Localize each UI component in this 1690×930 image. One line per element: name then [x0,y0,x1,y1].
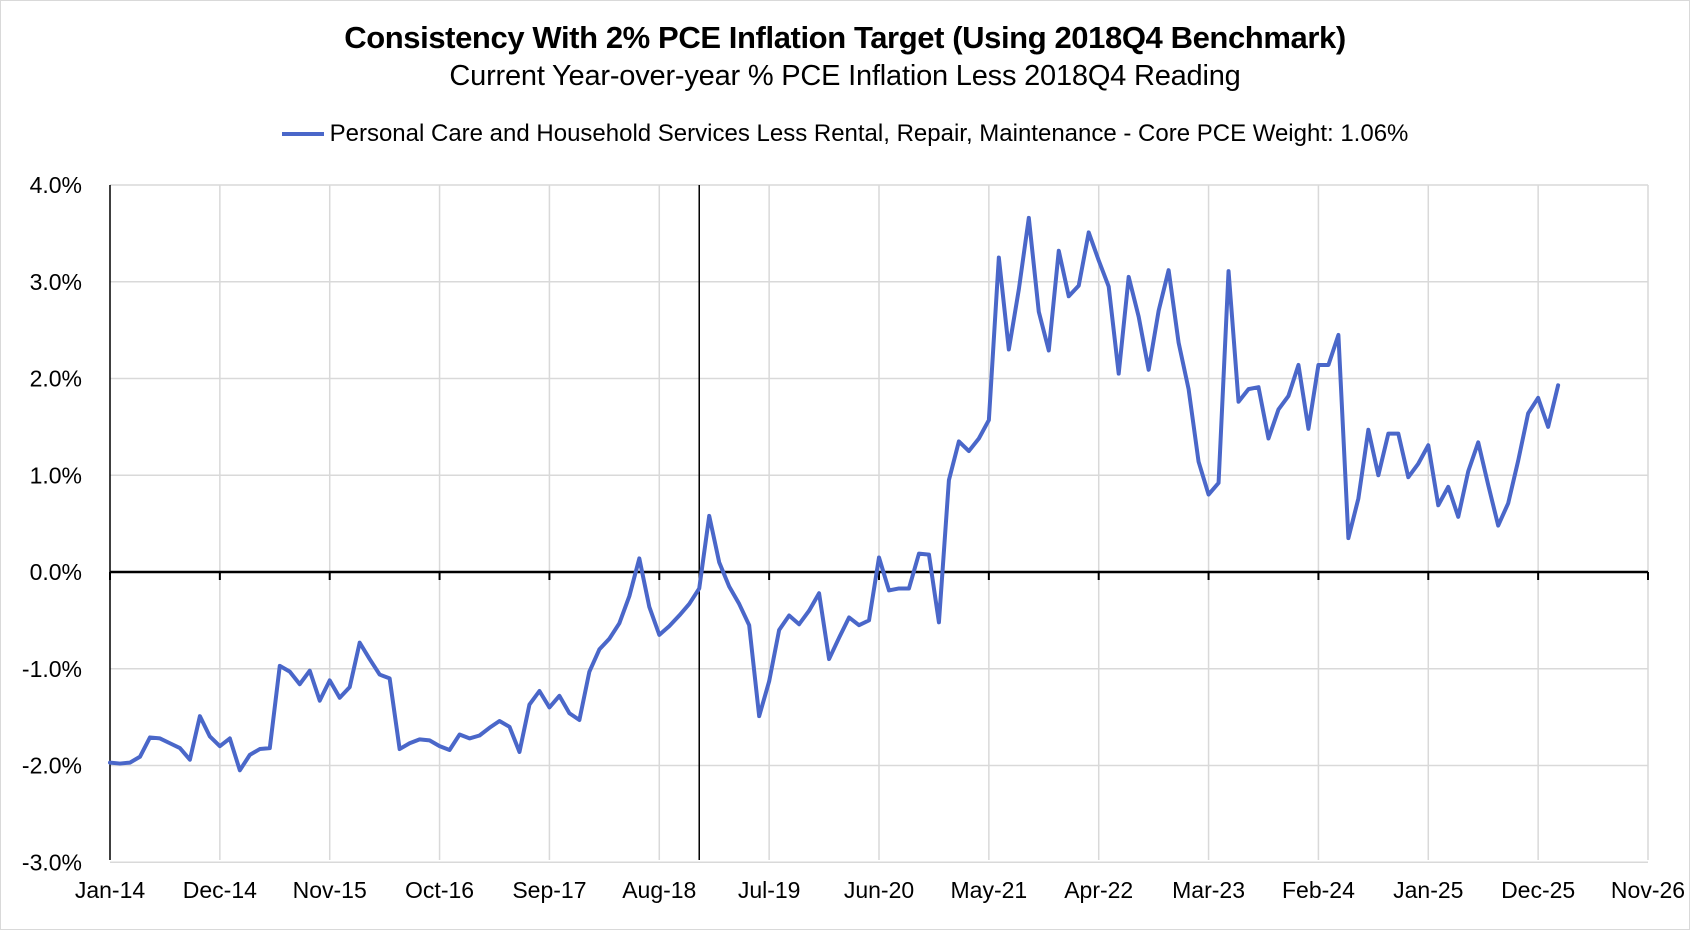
x-tick-label: Jul-19 [738,877,801,903]
legend-swatch [281,132,324,136]
x-tick-label: Apr-22 [1064,877,1133,903]
x-tick-label: Sep-17 [512,877,586,903]
y-tick-label: 1.0% [30,462,82,488]
series-line [108,215,1561,773]
chart-legend: Personal Care and Household Services Les… [0,120,1690,148]
x-tick-label: Dec-25 [1501,877,1575,903]
y-tick-label: 2.0% [30,366,82,392]
x-tick-label: Nov-15 [293,877,367,903]
y-tick-label: -1.0% [22,656,82,682]
x-tick-label: Nov-26 [1611,877,1685,903]
x-tick-label: Jun-20 [844,877,914,903]
x-tick-label: Feb-24 [1282,877,1355,903]
y-tick-labels: 4.0% 3.0% 2.0% 1.0% 0.0% -1.0% -2.0% -3.0% [22,172,82,875]
chart-subtitle: Current Year-over-year % PCE Inflation L… [449,60,1241,92]
y-tick-label: -2.0% [22,753,82,779]
x-tick-label: Mar-23 [1172,877,1245,903]
y-tick-label: 4.0% [30,172,82,198]
legend-label: Personal Care and Household Services Les… [329,120,1409,147]
chart-title: Consistency With 2% PCE Inflation Target… [344,20,1346,55]
x-tick-label: May-21 [951,877,1028,903]
horizontal-gridlines [110,184,1648,863]
y-tick-label: 3.0% [30,269,82,295]
x-tick-label: Aug-18 [622,877,696,903]
x-tick-labels: Jan-14 Dec-14 Nov-15 Oct-16 Sep-17 Aug-18 Jul-… [75,877,1685,903]
series-group [108,215,1561,773]
x-tick-label: Jan-14 [75,877,146,903]
vertical-gridlines [219,185,1649,860]
y-tick-label: 0.0% [30,559,82,585]
axes [109,185,1649,860]
x-tick-label: Jan-25 [1393,877,1463,903]
x-tick-label: Oct-16 [405,877,474,903]
y-tick-label: -3.0% [22,849,82,875]
x-tick-label: Dec-14 [183,877,257,903]
